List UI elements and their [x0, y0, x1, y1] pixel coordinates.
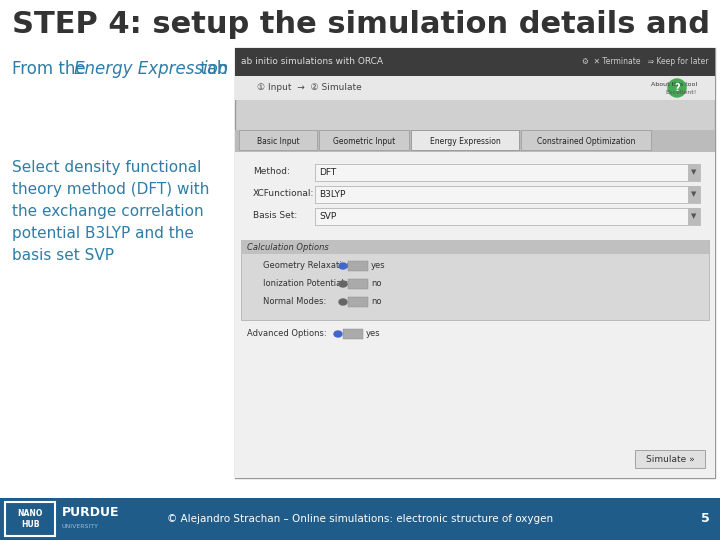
Text: no: no [371, 280, 382, 288]
Text: theory method (DFT) with: theory method (DFT) with [12, 182, 210, 197]
Text: potential B3LYP and the: potential B3LYP and the [12, 226, 194, 241]
Text: tab: tab [195, 60, 228, 78]
Text: basis set SVP: basis set SVP [12, 248, 114, 263]
Text: ▼: ▼ [691, 170, 697, 176]
Text: Calculation Options: Calculation Options [247, 242, 329, 252]
Text: Method:: Method: [253, 167, 290, 176]
Text: Basis Set:: Basis Set: [253, 211, 297, 220]
Text: Geometric Input: Geometric Input [333, 137, 395, 145]
Text: yes: yes [366, 329, 381, 339]
Text: DFT: DFT [319, 168, 336, 177]
Text: Excellent!: Excellent! [665, 90, 697, 95]
Text: About this tool: About this tool [651, 82, 697, 87]
Text: SVP: SVP [319, 212, 336, 221]
Text: NANO
HUB: NANO HUB [17, 509, 42, 529]
Text: 5: 5 [701, 512, 709, 525]
Text: no: no [371, 298, 382, 307]
Text: ab initio simulations with ORCA: ab initio simulations with ORCA [241, 57, 383, 66]
Text: Ionization Potentials:: Ionization Potentials: [263, 280, 351, 288]
Text: STEP 4: setup the simulation details and run!: STEP 4: setup the simulation details and… [12, 10, 720, 39]
Text: ① Input  →  ② Simulate: ① Input → ② Simulate [257, 84, 361, 92]
Text: UNIVERSITY: UNIVERSITY [62, 523, 99, 529]
Text: ⚙  ✕ Terminate   ⇒ Keep for later: ⚙ ✕ Terminate ⇒ Keep for later [582, 57, 709, 66]
Text: ▼: ▼ [691, 213, 697, 219]
Text: Basic Input: Basic Input [257, 137, 300, 145]
Text: Energy Expression: Energy Expression [74, 60, 228, 78]
Text: Constrained Optimization: Constrained Optimization [537, 137, 635, 145]
Text: Normal Modes:: Normal Modes: [263, 298, 326, 307]
Text: Advanced Options:: Advanced Options: [247, 329, 327, 339]
Text: yes: yes [371, 261, 386, 271]
Text: B3LYP: B3LYP [319, 190, 346, 199]
Text: the exchange correlation: the exchange correlation [12, 204, 204, 219]
Text: Select density functional: Select density functional [12, 160, 202, 175]
Text: © Alejandro Strachan – Online simulations: electronic structure of oxygen: © Alejandro Strachan – Online simulation… [167, 514, 553, 524]
Text: ?: ? [674, 83, 680, 93]
Text: Energy Expression: Energy Expression [430, 137, 500, 145]
Text: Simulate »: Simulate » [646, 455, 694, 463]
Text: From the: From the [12, 60, 91, 78]
Text: ▼: ▼ [691, 192, 697, 198]
Text: PURDUE: PURDUE [62, 505, 120, 518]
Text: XCFunctional:: XCFunctional: [253, 189, 315, 198]
Text: Geometry Relaxation:: Geometry Relaxation: [263, 261, 355, 271]
